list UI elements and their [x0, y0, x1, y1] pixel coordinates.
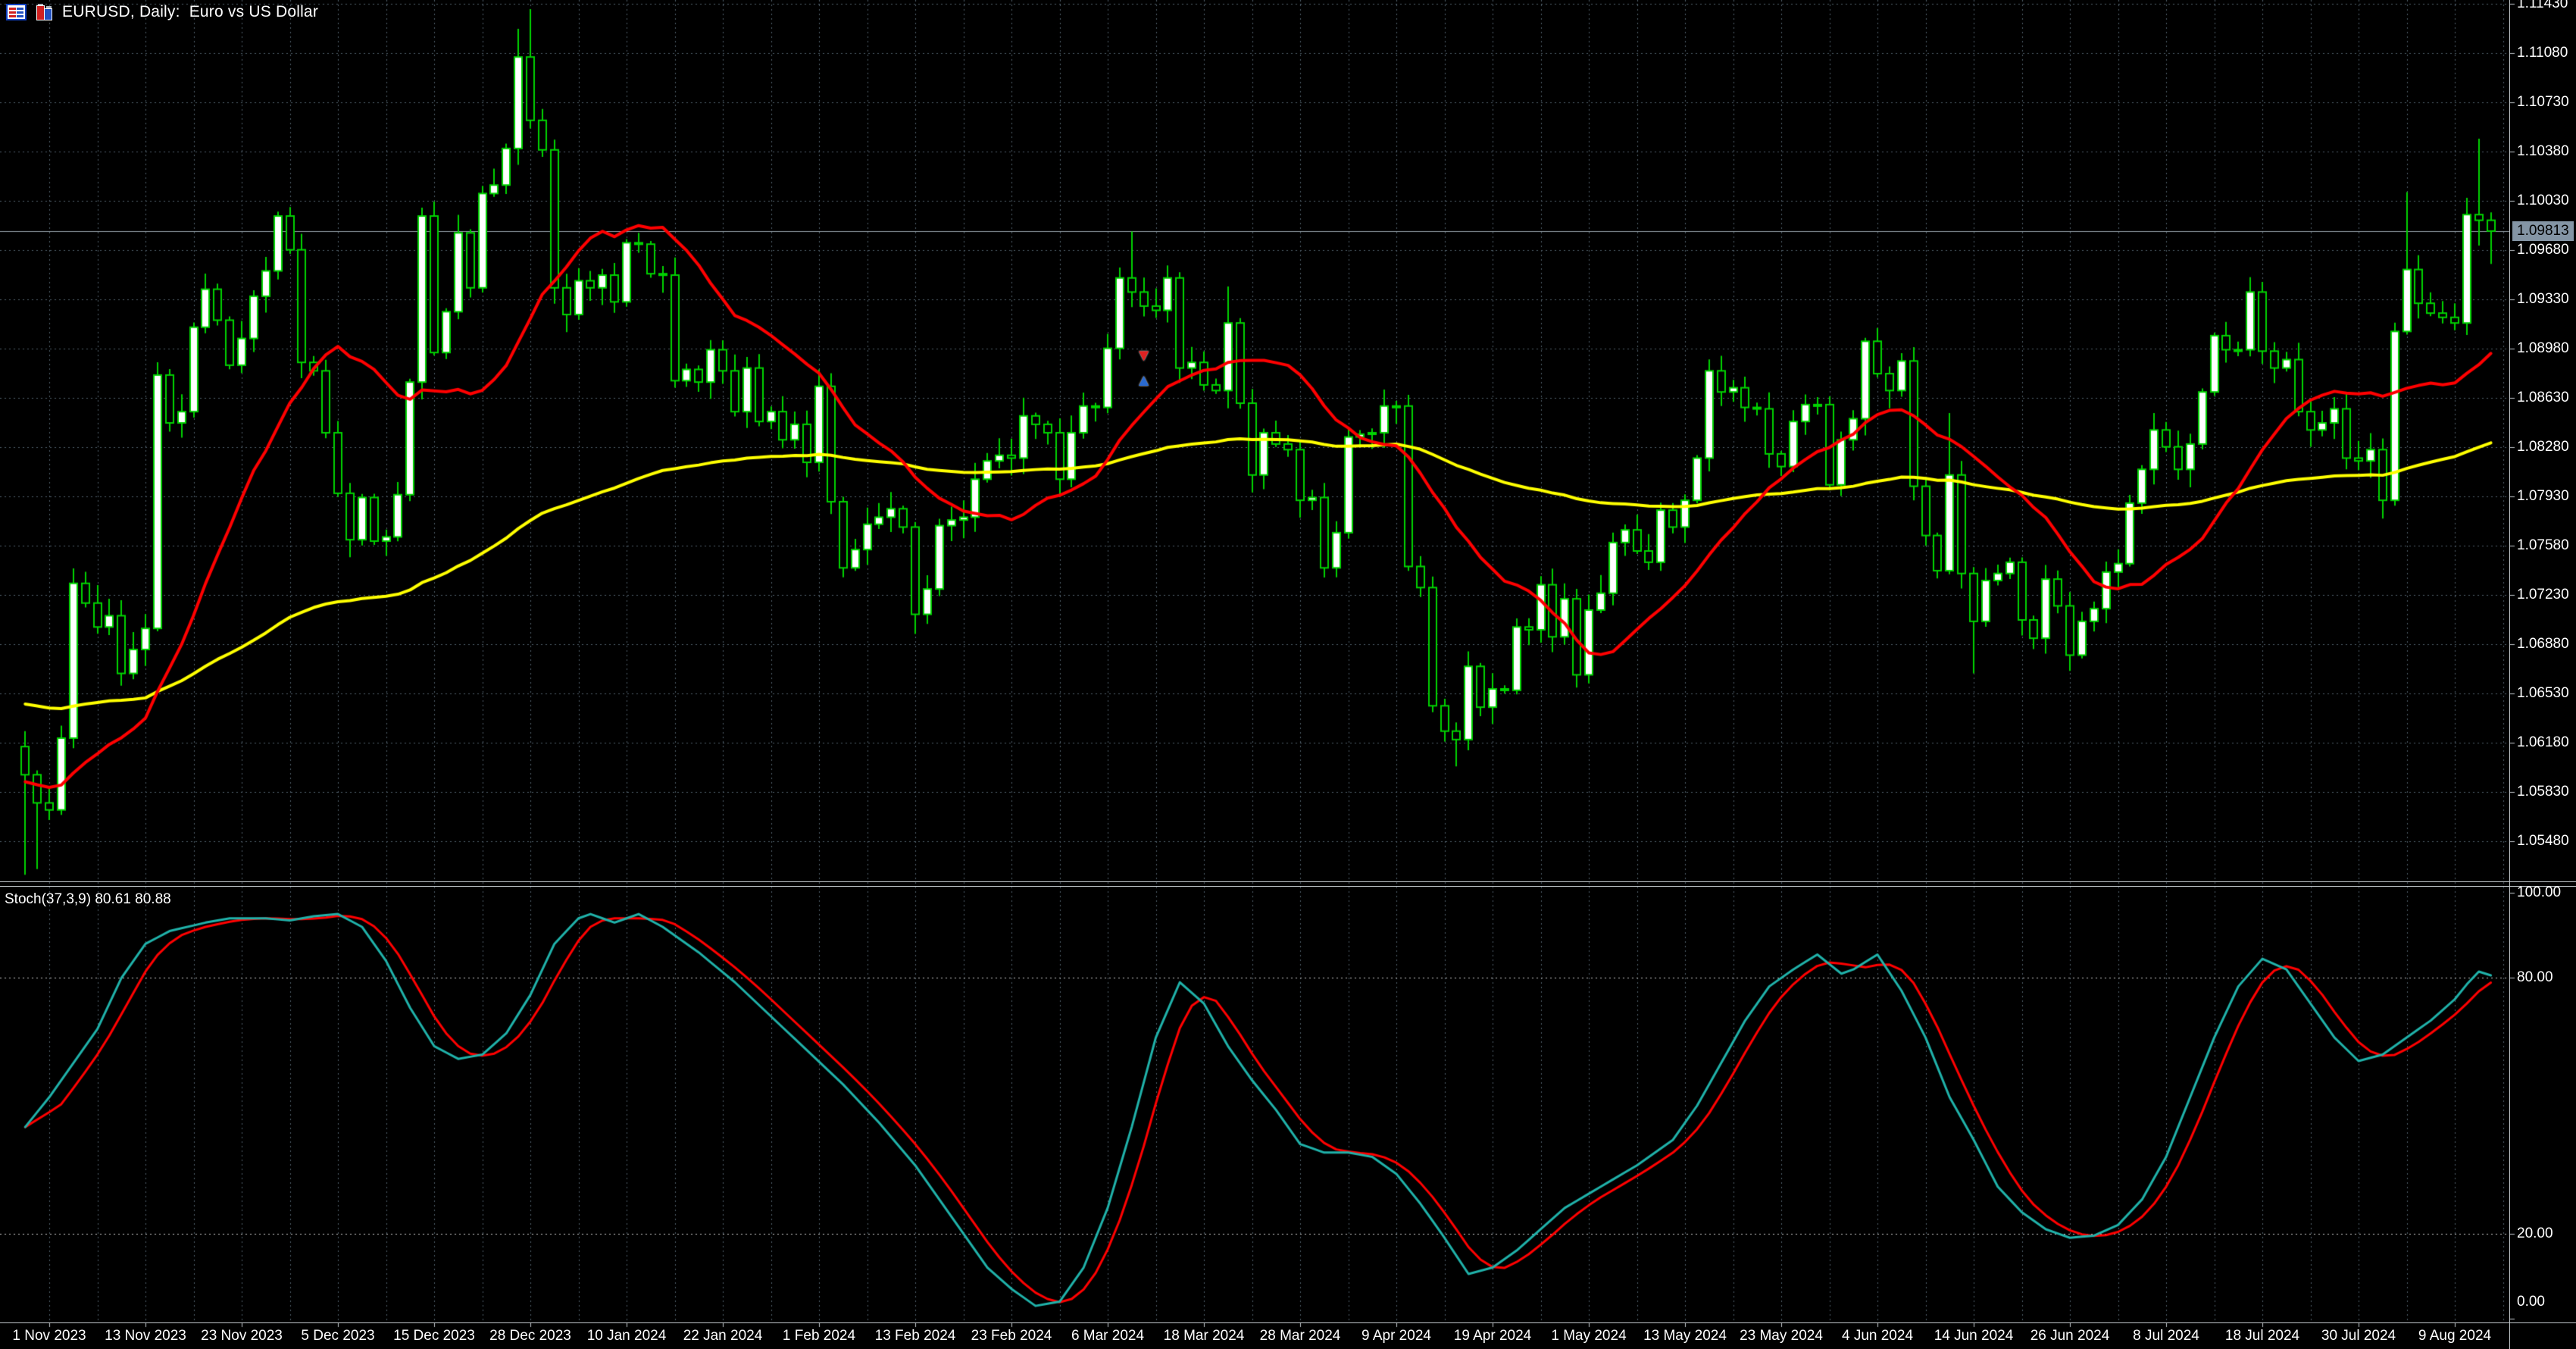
- price-axis-label: 1.08630: [2517, 389, 2569, 405]
- date-axis-label: 6 Mar 2024: [1071, 1328, 1145, 1344]
- sell-arrow[interactable]: ▼: [1135, 345, 1152, 365]
- date-axis-label: 22 Jan 2024: [683, 1328, 763, 1344]
- date-axis-label: 19 Apr 2024: [1453, 1328, 1532, 1344]
- stoch-axis-label: 0.00: [2517, 1294, 2545, 1310]
- date-axis-label: 5 Dec 2023: [301, 1328, 375, 1344]
- price-axis-label: 1.09680: [2517, 241, 2569, 258]
- date-axis-label: 8 Jul 2024: [2133, 1328, 2199, 1344]
- date-axis-label: 10 Jan 2024: [586, 1328, 667, 1344]
- date-axis-label: 23 Nov 2023: [201, 1328, 283, 1344]
- date-axis-label: 13 May 2024: [1643, 1328, 1727, 1344]
- market-watch-icon[interactable]: [6, 4, 27, 20]
- stoch-indicator-label: Stoch(37,3,9) 80.61 80.88: [5, 891, 171, 907]
- stoch-axis-label: 100.00: [2517, 884, 2562, 900]
- chart-title: EURUSD, Daily: Euro vs US Dollar: [62, 3, 319, 20]
- bid-price-badge: 1.09813: [2512, 221, 2574, 241]
- stoch-axis-label: 20.00: [2517, 1225, 2553, 1241]
- date-axis-label: 28 Dec 2023: [489, 1328, 571, 1344]
- price-axis-label: 1.08980: [2517, 340, 2569, 356]
- date-axis-label: 18 Mar 2024: [1163, 1328, 1245, 1344]
- price-axis-label: 1.11430: [2517, 0, 2568, 11]
- date-axis-line: [0, 1322, 2576, 1323]
- date-axis-label: 1 Nov 2023: [12, 1328, 86, 1344]
- date-axis-label: 26 Jun 2024: [2030, 1328, 2110, 1344]
- price-axis-line: [2509, 0, 2510, 1349]
- date-axis-label: 4 Jun 2024: [1841, 1328, 1914, 1344]
- date-axis-label: 23 Feb 2024: [971, 1328, 1052, 1344]
- date-axis-label: 9 Apr 2024: [1361, 1328, 1431, 1344]
- stoch-axis-label: 80.00: [2517, 969, 2553, 986]
- pane-separator-top[interactable]: [0, 881, 2576, 882]
- price-axis-label: 1.06180: [2517, 734, 2569, 750]
- chart-title-row: EURUSD, Daily: Euro vs US Dollar: [6, 3, 318, 21]
- price-axis-label: 1.10030: [2517, 192, 2569, 208]
- date-axis-label: 30 Jul 2024: [2321, 1328, 2396, 1344]
- date-axis-label: 9 Aug 2024: [2418, 1328, 2492, 1344]
- price-axis-label: 1.07930: [2517, 487, 2569, 504]
- date-axis-label: 13 Feb 2024: [874, 1328, 956, 1344]
- price-axis-label: 1.09330: [2517, 290, 2569, 307]
- price-axis-label: 1.07580: [2517, 537, 2569, 553]
- price-axis-label: 1.10730: [2517, 93, 2569, 110]
- pane-separator-bottom[interactable]: [0, 886, 2576, 887]
- date-axis-label: 1 Feb 2024: [782, 1328, 856, 1344]
- price-axis-label: 1.06530: [2517, 684, 2569, 701]
- price-axis-label: 1.07230: [2517, 586, 2569, 603]
- price-axis-label: 1.06880: [2517, 635, 2569, 652]
- price-axis-label: 1.11080: [2517, 44, 2568, 61]
- date-axis-label: 1 May 2024: [1551, 1328, 1627, 1344]
- price-axis-label: 1.05830: [2517, 783, 2569, 800]
- date-axis-label: 13 Nov 2023: [105, 1328, 186, 1344]
- date-axis-label: 15 Dec 2023: [393, 1328, 475, 1344]
- chart-bars-icon[interactable]: [34, 4, 55, 20]
- date-axis-label: 28 Mar 2024: [1259, 1328, 1341, 1344]
- price-axis-label: 1.08280: [2517, 438, 2569, 455]
- price-axis-label: 1.10380: [2517, 142, 2569, 159]
- date-axis-label: 18 Jul 2024: [2224, 1328, 2300, 1344]
- buy-arrow[interactable]: ▲: [1135, 371, 1152, 390]
- date-axis-label: 23 May 2024: [1740, 1328, 1823, 1344]
- date-axis-label: 14 Jun 2024: [1934, 1328, 2014, 1344]
- price-axis-label: 1.05480: [2517, 832, 2569, 849]
